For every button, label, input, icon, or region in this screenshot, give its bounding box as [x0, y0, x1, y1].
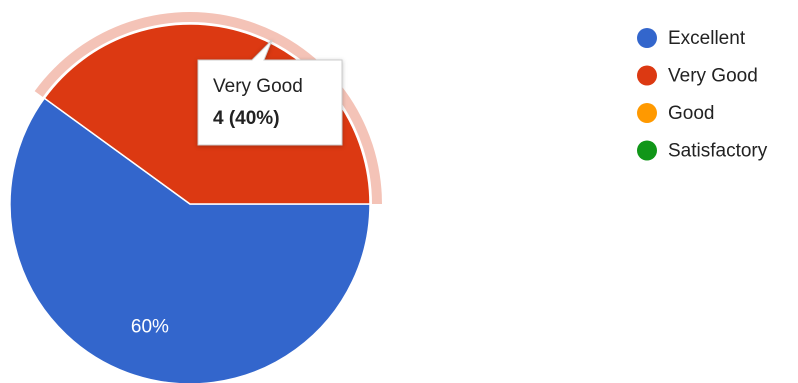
legend-marker: [637, 140, 657, 161]
legend-marker: [637, 103, 657, 123]
legend-marker: [637, 28, 657, 48]
pie-slice: [9, 97, 371, 383]
tooltip-value: 4 (40%): [213, 108, 280, 129]
tooltip-title: Very Good: [213, 76, 303, 97]
tooltip: Very Good 4 (40%): [197, 39, 343, 146]
legend-label: Very Good: [668, 66, 758, 87]
slice-label: 60%: [131, 316, 169, 337]
legend-marker: [637, 65, 657, 86]
legend-label: Good: [668, 103, 714, 124]
legend-label: Satisfactory: [668, 141, 768, 162]
tooltip-box: [197, 39, 343, 146]
legend-label: Excellent: [668, 28, 746, 49]
